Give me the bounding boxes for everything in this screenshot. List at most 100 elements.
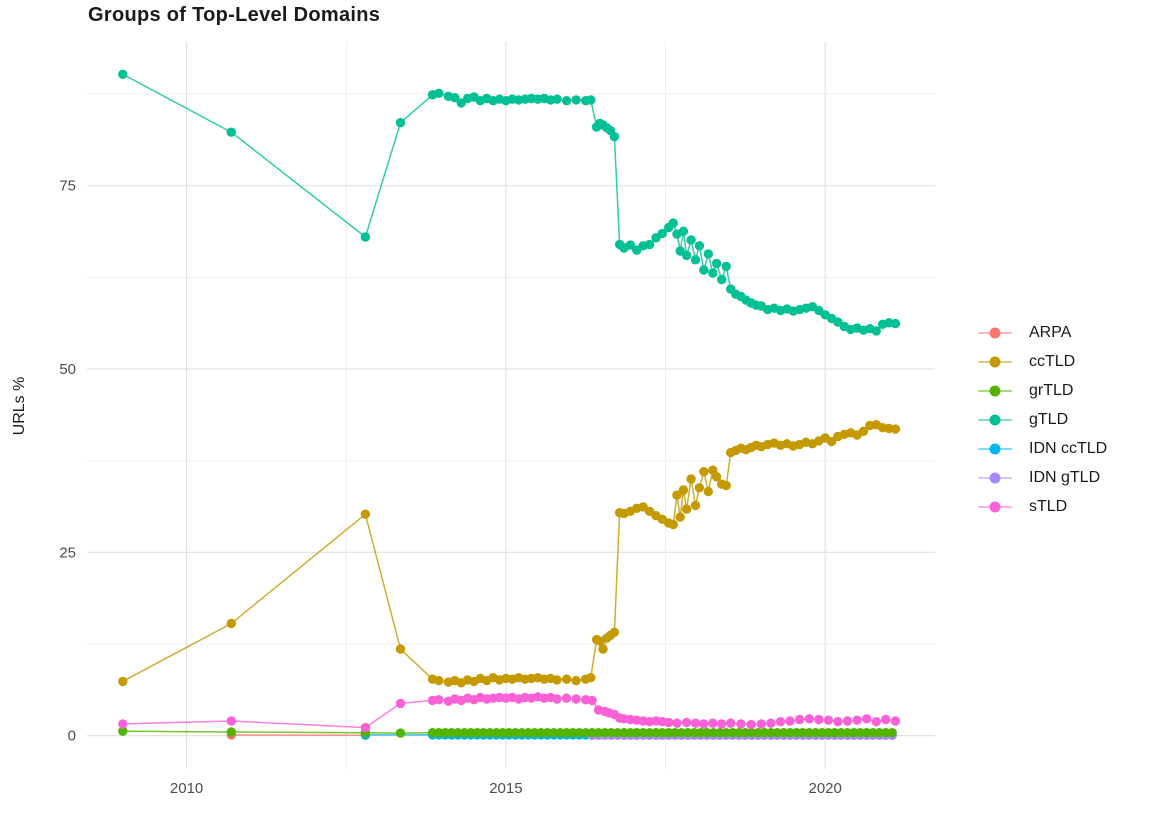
point-cctld [681,504,692,514]
point-stld [852,715,862,725]
point-gtld [690,255,701,265]
point-stld [395,698,406,709]
point-stld [360,722,371,733]
point-stld [766,718,776,728]
point-grtld [395,728,406,738]
legend-label: IDN ccTLD [1029,439,1108,457]
legend-item-arpa: ARPA [978,318,1107,347]
point-cctld [858,426,869,436]
point-stld [775,717,786,727]
legend-label: IDN gTLD [1029,468,1101,486]
x-tick-label: 2020 [809,780,842,797]
point-cctld [586,673,596,683]
point-cctld [561,674,572,684]
point-cctld [703,486,713,497]
point-cctld [694,483,705,493]
point-cctld [890,424,901,434]
point-stld [756,719,766,729]
point-stld [814,714,824,725]
point-stld [794,714,805,725]
point-cctld [711,472,722,482]
point-stld [699,719,709,729]
point-cctld [668,519,678,530]
legend-key-gtld [978,411,1012,429]
legend-label: ccTLD [1029,352,1076,370]
legend-item-gtld: gTLD [978,405,1107,434]
point-stld [881,714,891,725]
legend-key-dot [989,501,1001,512]
legend-key-dot [989,327,1001,338]
point-cctld [226,618,236,629]
point-stld [842,716,853,726]
point-stld [681,717,692,728]
chart-title: Groups of Top-Level Domains [88,4,381,26]
legend-item-cctld: ccTLD [978,347,1107,376]
point-cctld [609,627,620,637]
point-gtld [711,258,722,269]
point-gtld [552,94,562,104]
point-cctld [118,676,128,687]
point-stld [552,694,562,704]
legend-key-stld [978,498,1012,516]
point-stld [717,719,727,729]
legend-item-idn-gtld: IDN gTLD [978,463,1107,492]
point-cctld [434,675,444,686]
point-gtld [686,235,696,245]
legend-key-dot [989,356,1001,367]
point-cctld [690,500,701,511]
point-cctld [395,644,406,654]
point-cctld [699,467,709,477]
point-grtld [887,728,897,738]
x-tick-label: 2010 [170,780,203,797]
point-gtld [561,96,572,106]
point-stld [785,716,795,726]
legend-key-idn-cctld [978,440,1012,458]
point-stld [823,715,834,725]
point-gtld [871,326,881,336]
point-gtld [360,232,371,242]
point-stld [226,716,236,726]
point-cctld [826,436,837,447]
point-gtld [609,131,620,142]
point-stld [434,695,444,705]
point-gtld [118,69,128,80]
y-tick-label: 25 [59,544,76,561]
legend-label: grTLD [1029,381,1074,399]
point-stld [890,716,901,726]
point-cctld [675,512,685,522]
point-cctld [360,509,371,519]
point-stld [587,695,597,706]
point-cctld [552,675,562,685]
y-axis-title: URLs % [11,376,28,436]
y-tick-label: 50 [59,361,76,378]
point-stld [690,718,701,728]
x-tick-label: 2015 [489,780,522,797]
legend-item-stld: sTLD [978,492,1107,521]
point-gtld [657,228,667,239]
legend-key-idn-gtld [978,469,1012,487]
point-stld [672,718,682,728]
legend-label: ARPA [1029,323,1072,341]
point-stld [862,714,872,724]
legend-key-arpa [978,324,1012,342]
point-stld [561,693,572,703]
legend-key-grtld [978,382,1012,400]
point-gtld [721,261,731,272]
point-gtld [571,95,581,105]
point-cctld [598,644,608,654]
point-cctld [571,675,581,686]
point-gtld [694,241,705,251]
point-gtld [678,226,689,236]
legend-key-dot [989,414,1001,425]
y-tick-label: 75 [59,178,76,195]
point-cctld [678,485,689,495]
point-gtld [450,93,460,103]
legend-item-idn-cctld: IDN ccTLD [978,434,1107,463]
point-cctld [672,490,682,500]
point-stld [871,717,881,727]
point-gtld [708,268,718,278]
point-gtld [644,239,655,250]
legend-label: gTLD [1029,410,1069,428]
legend-key-dot [989,443,1001,454]
